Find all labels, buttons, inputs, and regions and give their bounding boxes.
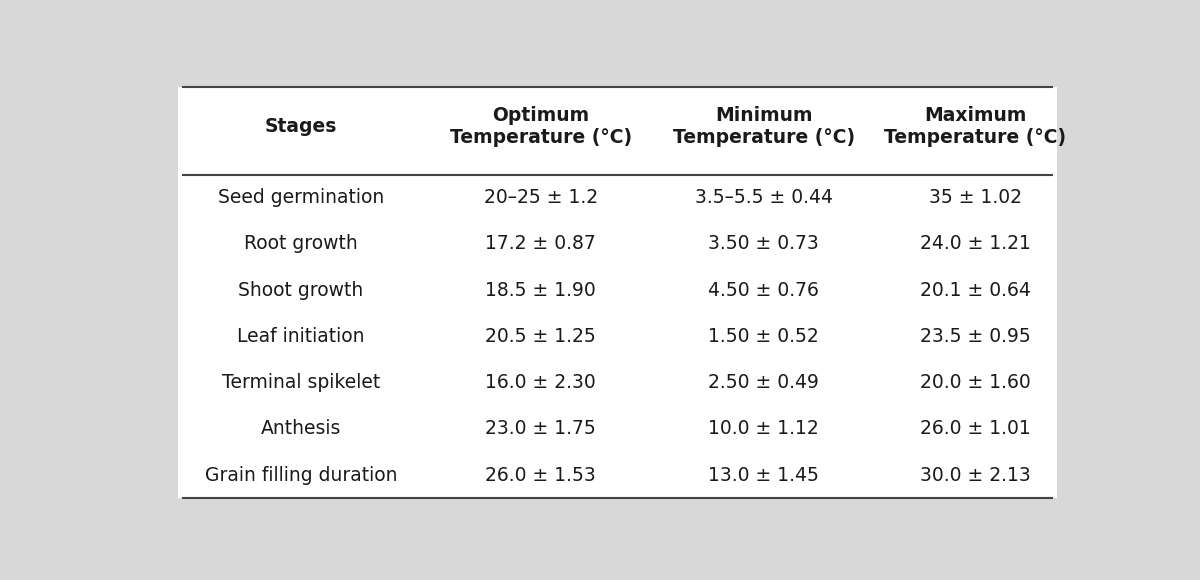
Text: 30.0 ± 2.13: 30.0 ± 2.13 [920,466,1031,485]
Text: 1.50 ± 0.52: 1.50 ± 0.52 [708,327,820,346]
Text: 23.5 ± 0.95: 23.5 ± 0.95 [920,327,1031,346]
Text: 26.0 ± 1.01: 26.0 ± 1.01 [920,419,1031,438]
Text: 3.50 ± 0.73: 3.50 ± 0.73 [708,234,820,253]
Text: 4.50 ± 0.76: 4.50 ± 0.76 [708,281,820,300]
Text: 2.50 ± 0.49: 2.50 ± 0.49 [708,373,820,392]
Text: 20.1 ± 0.64: 20.1 ± 0.64 [920,281,1031,300]
Text: 10.0 ± 1.12: 10.0 ± 1.12 [708,419,820,438]
Text: Grain filling duration: Grain filling duration [205,466,397,485]
Text: 20–25 ± 1.2: 20–25 ± 1.2 [484,188,598,207]
Text: Optimum
Temperature (°C): Optimum Temperature (°C) [450,106,631,147]
Text: Seed germination: Seed germination [218,188,384,207]
Text: Terminal spikelet: Terminal spikelet [222,373,380,392]
Text: 26.0 ± 1.53: 26.0 ± 1.53 [485,466,596,485]
Text: 3.5–5.5 ± 0.44: 3.5–5.5 ± 0.44 [695,188,833,207]
Text: 17.2 ± 0.87: 17.2 ± 0.87 [485,234,596,253]
Text: 35 ± 1.02: 35 ± 1.02 [929,188,1022,207]
Text: 18.5 ± 1.90: 18.5 ± 1.90 [485,281,596,300]
Text: 23.0 ± 1.75: 23.0 ± 1.75 [485,419,596,438]
Text: Maximum
Temperature (°C): Maximum Temperature (°C) [884,106,1067,147]
Text: 24.0 ± 1.21: 24.0 ± 1.21 [920,234,1031,253]
Text: 13.0 ± 1.45: 13.0 ± 1.45 [708,466,820,485]
Text: 20.5 ± 1.25: 20.5 ± 1.25 [485,327,596,346]
Text: 20.0 ± 1.60: 20.0 ± 1.60 [920,373,1031,392]
Text: 16.0 ± 2.30: 16.0 ± 2.30 [485,373,596,392]
Text: Shoot growth: Shoot growth [239,281,364,300]
Text: Root growth: Root growth [245,234,358,253]
Text: Minimum
Temperature (°C): Minimum Temperature (°C) [673,106,854,147]
Text: Anthesis: Anthesis [260,419,341,438]
Text: Leaf initiation: Leaf initiation [238,327,365,346]
Text: Stages: Stages [265,117,337,136]
